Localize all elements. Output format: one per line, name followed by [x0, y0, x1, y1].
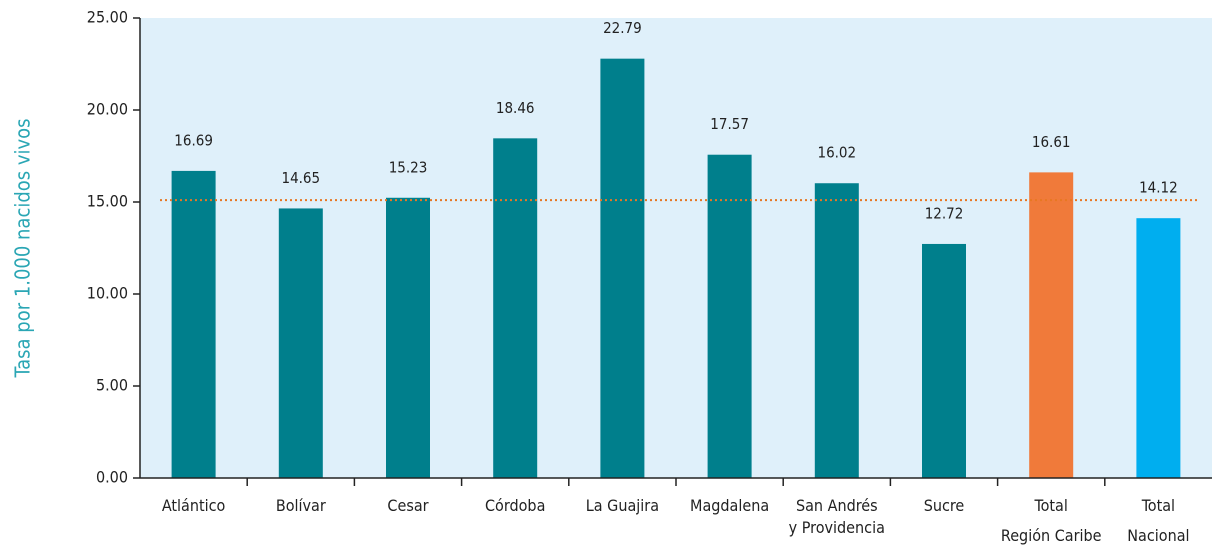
value-label: 16.02 — [817, 144, 856, 162]
x-tick-label-line: Total — [1034, 496, 1068, 515]
y-tick-label: 15.00 — [87, 192, 128, 211]
x-tick-label-line: Cesar — [387, 496, 428, 515]
value-label: 14.65 — [281, 169, 320, 187]
x-tick-label: Cesar — [387, 496, 428, 515]
value-label: 16.61 — [1032, 133, 1071, 151]
x-tick-label: Córdoba — [485, 496, 545, 515]
x-tick-label-line: Atlántico — [162, 496, 226, 515]
x-tick-label-line: Córdoba — [485, 496, 545, 515]
x-tick-label-line: La Guajira — [586, 496, 659, 515]
x-tick-label: Atlántico — [162, 496, 226, 515]
value-label: 15.23 — [389, 158, 428, 176]
x-tick-label-line: Nacional — [1127, 526, 1189, 545]
x-tick-label-line: y Providencia — [789, 518, 885, 537]
x-tick-label-line: Región Caribe — [1001, 526, 1102, 545]
y-tick-label: 5.00 — [96, 376, 128, 395]
bar — [600, 58, 645, 478]
value-label: 16.69 — [174, 131, 213, 149]
x-tick-label: Sucre — [924, 496, 965, 515]
bar — [814, 183, 859, 478]
value-label: 22.79 — [603, 19, 642, 37]
x-tick-label: San Andrés y Providencia — [789, 496, 885, 537]
y-tick-label: 20.00 — [87, 100, 128, 119]
bar — [278, 208, 323, 478]
y-tick-label: 25.00 — [87, 8, 128, 27]
bar — [1136, 218, 1181, 478]
bar — [171, 170, 216, 479]
value-label: 18.46 — [496, 99, 535, 117]
bar — [386, 197, 430, 478]
y-tick-label: 0.00 — [96, 468, 128, 487]
x-tick-label: Bolívar — [276, 496, 326, 515]
x-tick-label-line: Total — [1141, 496, 1175, 515]
x-tick-label-line: San Andrés — [796, 496, 878, 515]
x-tick-label-line: Bolívar — [276, 496, 326, 515]
value-label: 12.72 — [925, 204, 964, 222]
x-tick-label: Magdalena — [690, 496, 769, 515]
x-tick-label: La Guajira — [586, 496, 659, 515]
x-tick-label: Total Nacional — [1127, 496, 1189, 545]
x-tick-label: Total Región Caribe — [1001, 496, 1102, 545]
value-label: 17.57 — [710, 115, 749, 133]
x-tick-label-line: Sucre — [924, 496, 965, 515]
bar — [1029, 172, 1074, 478]
bar — [493, 138, 538, 478]
bar — [922, 243, 966, 478]
bar — [707, 154, 752, 478]
x-tick-label-line: Magdalena — [690, 496, 769, 515]
y-axis-label: Tasa por 1.000 nacidos vivos — [11, 118, 35, 378]
value-label: 14.12 — [1139, 179, 1178, 197]
y-tick-label: 10.00 — [87, 284, 128, 303]
